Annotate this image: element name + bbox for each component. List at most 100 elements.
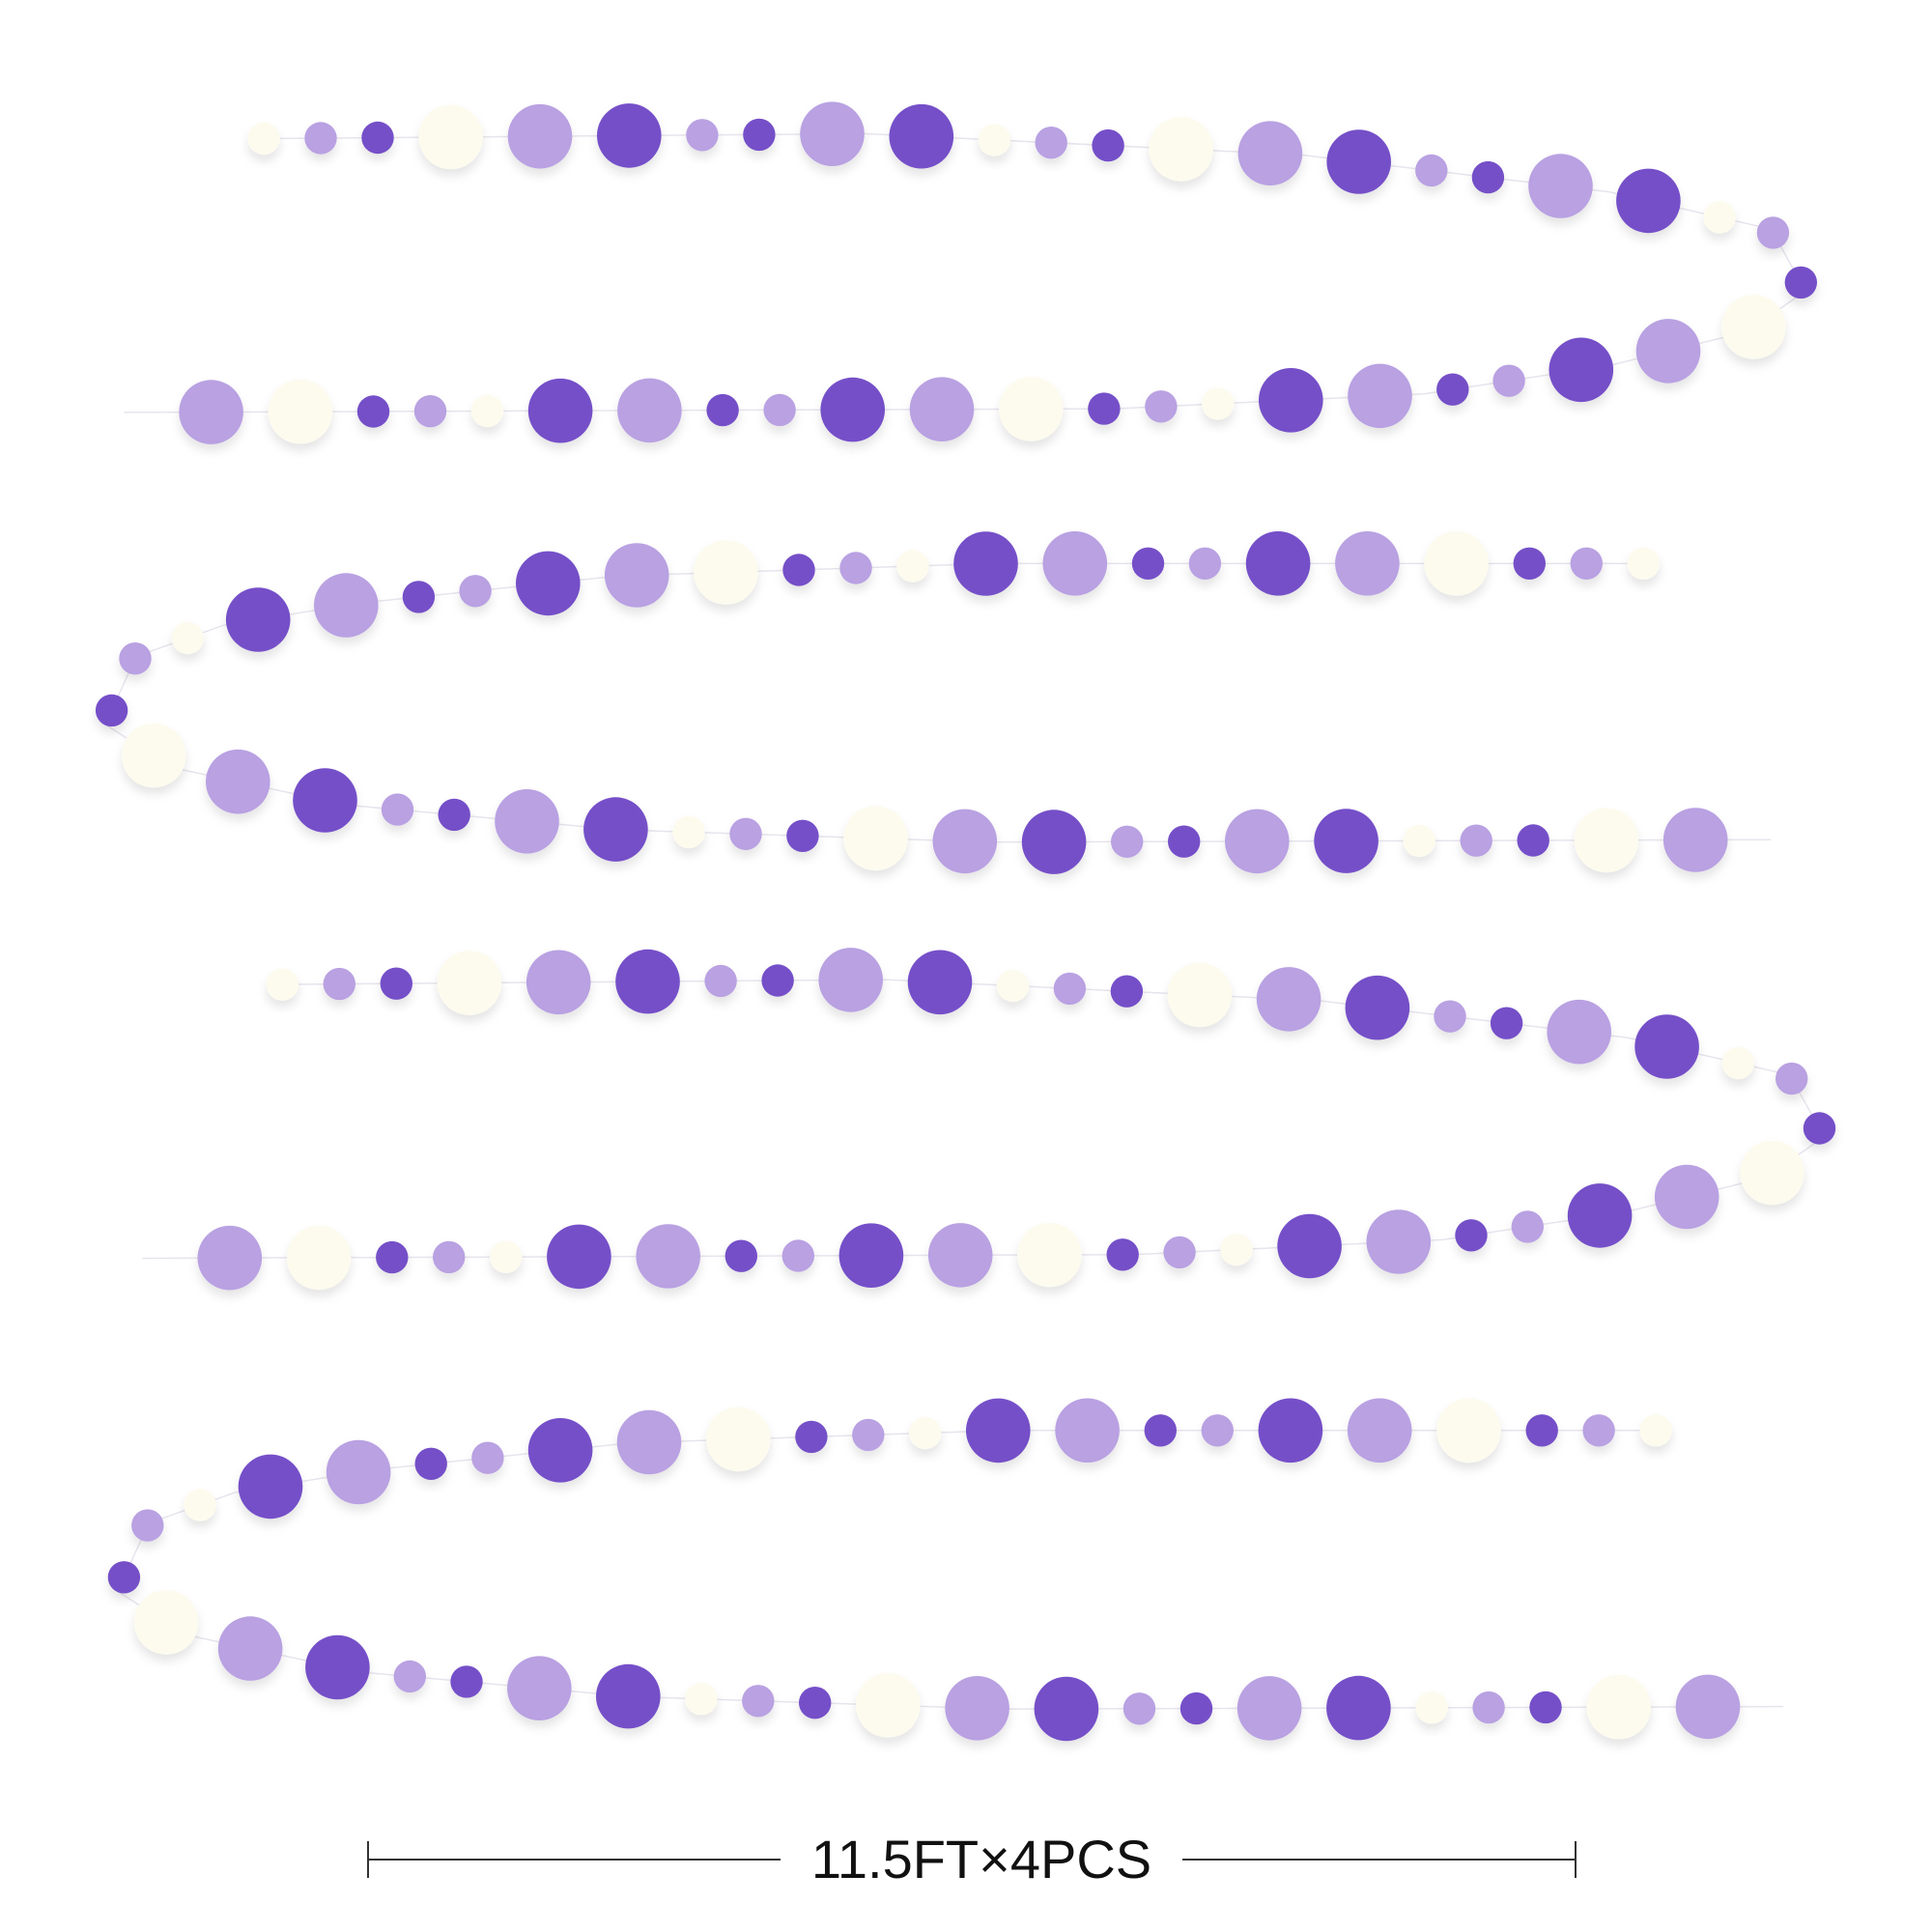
paper-dot	[818, 948, 883, 1012]
paper-dot	[433, 1240, 466, 1274]
paper-dot	[1220, 1233, 1253, 1266]
paper-dot	[945, 1676, 1009, 1741]
paper-dot	[1511, 1210, 1545, 1243]
paper-dot	[896, 550, 929, 582]
paper-dot	[490, 1240, 523, 1273]
paper-dot	[1017, 1222, 1082, 1288]
paper-dot	[1574, 808, 1639, 873]
paper-dot	[1627, 547, 1661, 580]
paper-dot	[459, 575, 492, 608]
paper-dot	[1144, 1414, 1178, 1447]
paper-dot	[1122, 1692, 1156, 1725]
paper-dot	[197, 1225, 263, 1291]
paper-dot	[1088, 392, 1121, 425]
paper-dot	[507, 1656, 572, 1720]
paper-dot	[1415, 154, 1448, 187]
paper-dot	[799, 1687, 832, 1719]
paper-dot	[686, 119, 719, 152]
paper-dot	[1436, 373, 1469, 406]
paper-dot	[266, 968, 298, 1001]
paper-dot	[1035, 127, 1067, 159]
paper-dot	[1110, 975, 1144, 1008]
paper-dot	[1434, 1000, 1466, 1033]
paper-dot	[121, 723, 186, 788]
paper-dot	[909, 1416, 942, 1450]
paper-dot	[706, 393, 739, 427]
paper-dot	[1654, 1164, 1719, 1230]
paper-dot	[1548, 337, 1614, 403]
paper-dot	[381, 793, 414, 826]
paper-dot	[1335, 531, 1400, 596]
paper-dot	[1348, 363, 1412, 429]
paper-dot	[742, 1685, 775, 1718]
paper-dot	[206, 749, 270, 814]
paper-dot	[438, 798, 470, 832]
paper-dot	[1547, 999, 1611, 1065]
paper-dot	[314, 573, 379, 638]
paper-dot	[1053, 972, 1087, 1006]
paper-dot	[927, 1223, 993, 1288]
paper-dot	[286, 1225, 352, 1291]
paper-dot	[437, 951, 502, 1015]
paper-dot	[1784, 266, 1818, 299]
paper-dot	[1586, 1674, 1651, 1740]
paper-dot	[238, 1454, 303, 1520]
paper-dot	[527, 378, 593, 443]
paper-dot	[1528, 154, 1593, 218]
paper-dot	[672, 815, 705, 849]
paper-dot	[1634, 1014, 1699, 1079]
paper-dot	[1092, 128, 1124, 162]
paper-dot	[1455, 1219, 1488, 1252]
paper-dot	[413, 395, 447, 428]
paper-dot	[184, 1489, 216, 1521]
paper-dot	[852, 1418, 885, 1452]
paper-dot	[1345, 975, 1410, 1040]
paper-dot	[1256, 967, 1321, 1032]
paper-dot	[1179, 1691, 1213, 1725]
paper-dot	[1277, 1213, 1342, 1279]
paper-dot	[966, 1398, 1031, 1463]
paper-dot	[597, 103, 662, 168]
paper-dot	[1167, 962, 1233, 1028]
paper-dot	[1472, 1690, 1505, 1724]
paper-dot	[1106, 1238, 1139, 1271]
paper-dot	[596, 1663, 661, 1729]
paper-dot	[763, 393, 796, 427]
paper-dot	[1639, 1414, 1672, 1447]
paper-dot	[782, 554, 815, 586]
paper-dot	[1202, 387, 1235, 420]
paper-dot	[247, 122, 280, 156]
paper-dot	[1529, 1690, 1562, 1724]
paper-dot	[107, 1561, 141, 1594]
paper-dot	[1616, 168, 1681, 234]
paper-dot	[293, 768, 357, 833]
paper-dot	[1347, 1398, 1412, 1463]
paper-dot	[526, 950, 591, 1015]
paper-dot	[1424, 531, 1489, 596]
paper-dot	[907, 950, 973, 1015]
paper-dot	[470, 394, 504, 428]
paper-dot	[171, 621, 204, 655]
paper-dot	[953, 531, 1018, 596]
paper-dot	[932, 809, 998, 874]
paper-dot	[1662, 808, 1728, 872]
paper-dot	[1326, 129, 1391, 194]
paper-dot	[402, 581, 436, 613]
paper-dot	[909, 377, 975, 442]
paper-dot	[1237, 121, 1303, 185]
paper-dot	[1635, 319, 1701, 384]
paper-dot	[323, 967, 355, 1001]
paper-dot	[694, 540, 758, 605]
paper-dot	[1403, 824, 1436, 858]
paper-dot	[1703, 201, 1736, 234]
paper-dot	[1131, 547, 1165, 580]
paper-dot	[1721, 1046, 1755, 1080]
paper-dot	[636, 1224, 700, 1289]
paper-dot	[724, 1239, 757, 1272]
paper-dot	[1236, 1676, 1302, 1741]
paper-dot	[1721, 295, 1786, 359]
paper-dot	[527, 1418, 593, 1483]
paper-dot	[1245, 531, 1311, 596]
paper-dot	[495, 789, 559, 854]
